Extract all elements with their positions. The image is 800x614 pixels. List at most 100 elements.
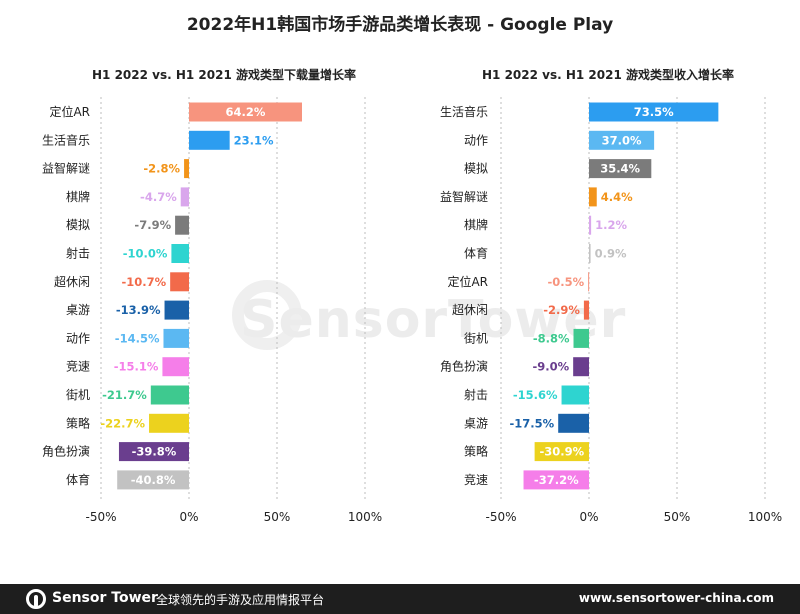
right-category-label: 体育	[464, 246, 488, 261]
left-bar	[164, 300, 189, 320]
left-category-label: 体育	[66, 472, 90, 487]
left-value-label: -4.7%	[140, 190, 177, 204]
right-category-label: 生活音乐	[440, 104, 488, 119]
left-bar	[118, 442, 189, 462]
right-bar	[583, 300, 589, 320]
right-value-label: -17.5%	[510, 416, 555, 430]
left-value-label: -2.8%	[143, 162, 180, 176]
right-bar	[561, 385, 589, 405]
left-category-label: 棋牌	[66, 190, 90, 204]
left-value-label: 23.1%	[234, 133, 274, 147]
right-category-label: 模拟	[464, 162, 488, 176]
left-tick-label: -50%	[85, 510, 116, 524]
left-value-label: -40.8%	[131, 473, 176, 487]
left-category-label: 角色扮演	[42, 444, 90, 459]
right-bar	[558, 413, 589, 433]
sensor-tower-logo-icon	[26, 589, 46, 609]
right-bar	[589, 159, 652, 179]
right-tick-label: 0%	[579, 510, 598, 524]
right-tick-label: 100%	[748, 510, 782, 524]
right-value-label: 73.5%	[634, 105, 674, 119]
left-category-label: 生活音乐	[42, 132, 90, 147]
right-bar	[523, 470, 589, 490]
watermark: SensorTower	[240, 290, 627, 350]
right-category-label: 定位AR	[447, 274, 488, 289]
left-value-label: -39.8%	[132, 445, 177, 459]
right-bar	[589, 244, 591, 263]
right-bar	[589, 187, 597, 207]
right-value-label: -9.0%	[532, 360, 569, 374]
right-value-label: 1.2%	[595, 218, 627, 232]
left-value-label: -13.9%	[116, 303, 161, 317]
right-category-label: 竞速	[464, 473, 488, 487]
footer-bar: Sensor Tower 全球领先的手游及应用情报平台 www.sensorto…	[0, 584, 800, 614]
footer-url[interactable]: www.sensortower-china.com	[578, 591, 774, 605]
left-bar	[184, 159, 189, 179]
left-category-label: 超休闲	[54, 274, 90, 289]
right-value-label: 37.0%	[602, 133, 642, 147]
left-value-label: -10.7%	[121, 275, 166, 289]
right-value-label: -2.9%	[543, 303, 580, 317]
left-chart-subtitle: H1 2022 vs. H1 2021 游戏类型下载量增长率	[92, 68, 356, 82]
left-value-label: 64.2%	[226, 105, 266, 119]
left-value-label: -22.7%	[100, 416, 145, 430]
left-category-label: 策略	[66, 415, 90, 430]
left-bar	[189, 102, 302, 122]
right-bar	[573, 357, 589, 377]
left-category-label: 动作	[66, 331, 90, 345]
right-category-label: 街机	[464, 331, 488, 345]
chart-title: 2022年H1韩国市场手游品类增长表现 - Google Play	[186, 15, 614, 35]
left-category-label: 竞速	[66, 360, 90, 374]
right-category-label: 角色扮演	[440, 359, 488, 374]
left-value-label: -14.5%	[115, 331, 160, 345]
left-bar	[162, 357, 189, 377]
left-bar	[180, 187, 189, 207]
right-value-label: -37.2%	[534, 473, 579, 487]
footer-slogan: 全球领先的手游及应用情报平台	[156, 593, 325, 607]
left-category-label: 模拟	[66, 218, 90, 232]
right-value-label: -0.5%	[547, 275, 584, 289]
right-category-label: 射击	[464, 387, 488, 402]
left-bar	[189, 130, 230, 150]
right-category-label: 棋牌	[464, 218, 488, 232]
right-value-label: -8.8%	[533, 331, 570, 345]
right-bar	[534, 442, 589, 462]
left-value-label: -21.7%	[102, 388, 147, 402]
left-bar	[175, 215, 189, 235]
right-category-label: 超休闲	[452, 302, 488, 317]
right-bar	[589, 215, 592, 235]
right-bar	[589, 102, 719, 122]
right-bar	[573, 328, 589, 348]
left-tick-label: 50%	[264, 510, 291, 524]
left-bar	[117, 470, 189, 490]
left-bar	[150, 385, 189, 405]
right-category-label: 动作	[464, 133, 488, 147]
right-value-label: 4.4%	[601, 190, 633, 204]
left-category-label: 定位AR	[49, 104, 90, 119]
right-category-label: 益智解谜	[440, 189, 488, 204]
right-bar	[588, 272, 590, 292]
right-category-label: 桌游	[464, 416, 488, 430]
left-tick-label: 100%	[348, 510, 382, 524]
left-category-label: 益智解谜	[42, 161, 90, 176]
left-value-label: -10.0%	[123, 247, 168, 261]
bar-charts: -50% 0% 50% 100% 定位AR 64.2% 生活音乐 23.1% 益智解谜 -2.8%…	[42, 97, 782, 524]
left-value-label: -15.1%	[114, 360, 159, 374]
left-bar	[163, 328, 189, 348]
left-bar	[149, 413, 189, 433]
left-bar	[171, 244, 189, 263]
right-value-label: 0.9%	[595, 247, 627, 261]
right-value-label: 35.4%	[600, 162, 640, 176]
left-category-label: 射击	[66, 246, 90, 261]
right-category-label: 策略	[464, 444, 488, 459]
right-tick-label: 50%	[664, 510, 691, 524]
right-tick-label: -50%	[485, 510, 516, 524]
left-value-label: -7.9%	[134, 218, 171, 232]
right-chart-subtitle: H1 2022 vs. H1 2021 游戏类型收入增长率	[482, 68, 734, 82]
left-category-label: 桌游	[66, 303, 90, 317]
right-value-label: -15.6%	[513, 388, 558, 402]
right-bar	[589, 130, 655, 150]
left-tick-label: 0%	[179, 510, 198, 524]
right-value-label: -30.9%	[539, 445, 584, 459]
left-bar	[170, 272, 189, 292]
